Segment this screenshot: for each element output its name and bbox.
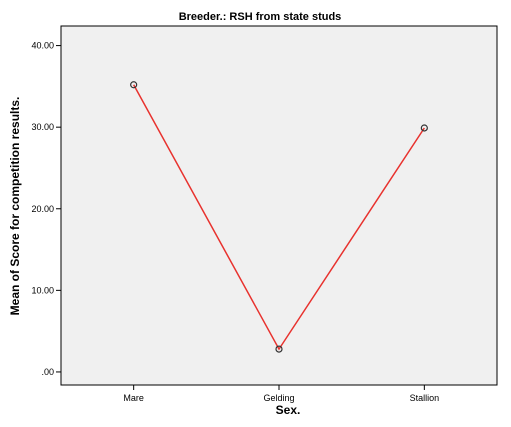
y-tick-label: 40.00: [31, 41, 54, 51]
data-point: [420, 124, 428, 132]
x-tick-label: Gelding: [263, 393, 294, 403]
y-axis: .00 10.00 20.00 30.00 40.00: [31, 41, 61, 377]
x-axis-label: Sex.: [276, 403, 301, 417]
series-layer: [130, 81, 428, 353]
y-tick-label: 30.00: [31, 122, 54, 132]
y-tick-label: .00: [41, 367, 54, 377]
y-axis-label: Mean of Score for competition results.: [8, 97, 22, 316]
chart-title: Breeder.: RSH from state studs: [179, 11, 342, 23]
plot-area: [60, 25, 498, 386]
series-line: [133, 84, 425, 351]
x-tick-label: Mare: [123, 393, 144, 403]
x-axis: Mare Gelding Stallion: [123, 385, 439, 403]
data-point: [130, 81, 138, 89]
x-tick-label: Stallion: [410, 393, 440, 403]
data-point: [275, 345, 283, 353]
y-tick-label: 20.00: [31, 204, 54, 214]
y-tick-label: 10.00: [31, 285, 54, 295]
